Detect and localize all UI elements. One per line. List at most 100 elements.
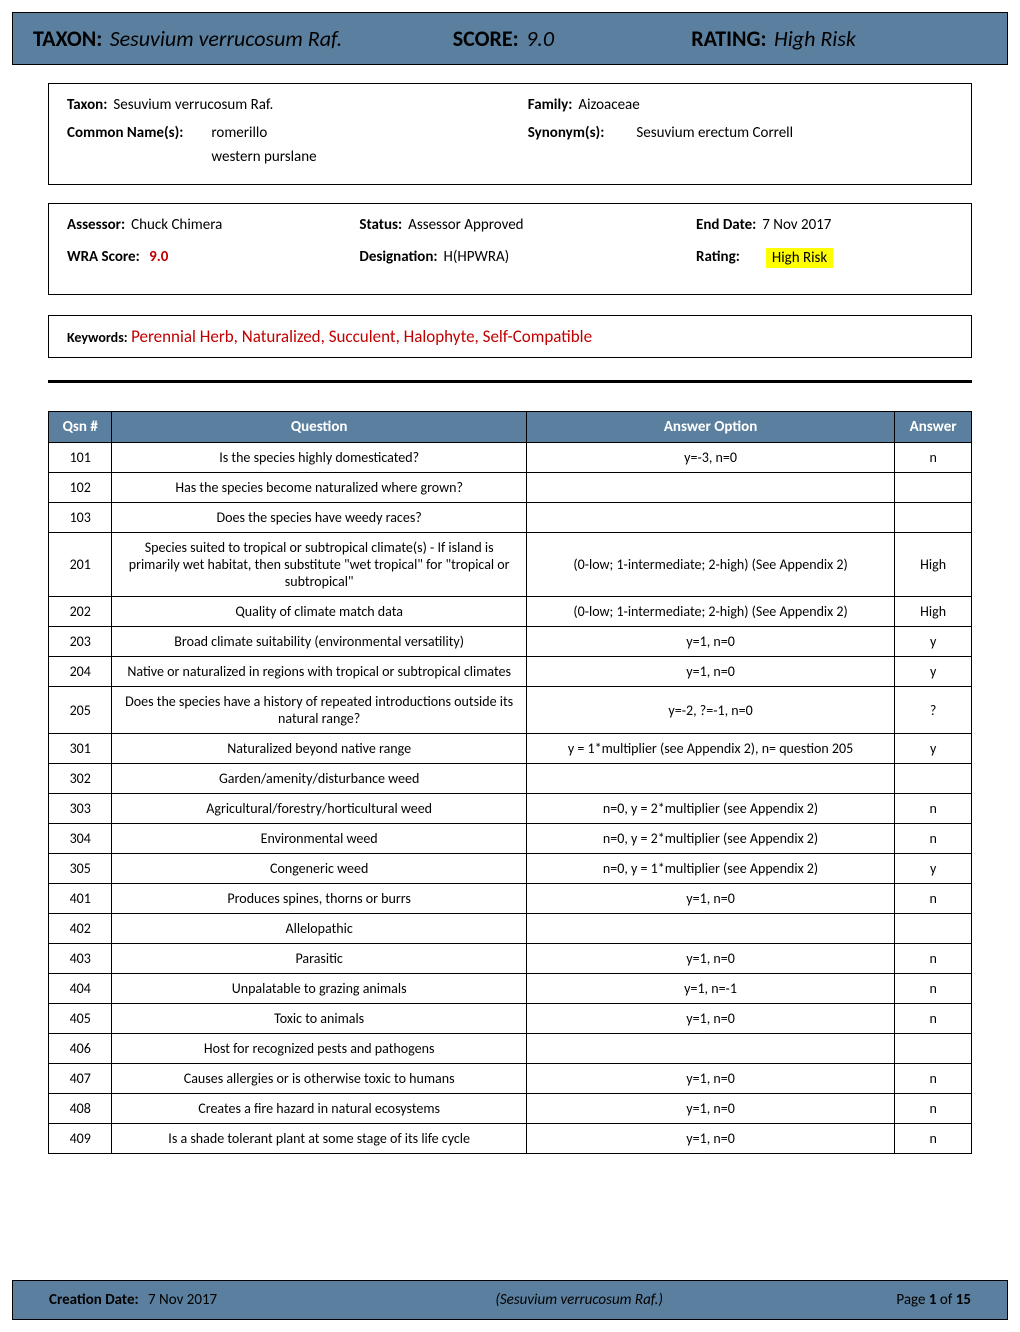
- table-row: 401Produces spines, thorns or burrsy=1, …: [49, 884, 972, 914]
- questions-table-wrap: Qsn # Question Answer Option Answer 101I…: [0, 411, 1020, 1154]
- cell-option: [526, 764, 894, 794]
- cell-qsn: 203: [49, 627, 112, 657]
- footer-page: Page 1 of 15: [740, 1291, 971, 1309]
- cell-answer: y: [895, 734, 972, 764]
- family-value: Aizoaceae: [578, 96, 639, 114]
- table-row: 404Unpalatable to grazing animalsy=1, n=…: [49, 974, 972, 1004]
- table-row: 305Congeneric weedn=0, y = 1*multiplier …: [49, 854, 972, 884]
- cell-option: y=-3, n=0: [526, 443, 894, 473]
- cell-option: (0-low; 1-intermediate; 2-high) (See App…: [526, 597, 894, 627]
- cell-option: y=1, n=0: [526, 1094, 894, 1124]
- end-date-label: End Date:: [696, 216, 756, 234]
- cell-qsn: 305: [49, 854, 112, 884]
- table-row: 103Does the species have weedy races?: [49, 503, 972, 533]
- cell-option: y=1, n=0: [526, 884, 894, 914]
- cell-qsn: 103: [49, 503, 112, 533]
- table-row: 204Native or naturalized in regions with…: [49, 657, 972, 687]
- cell-answer: High: [895, 533, 972, 597]
- footer-creation: Creation Date: 7 Nov 2017: [49, 1291, 418, 1309]
- table-row: 102Has the species become naturalized wh…: [49, 473, 972, 503]
- footer-bar: Creation Date: 7 Nov 2017 (Sesuvium verr…: [12, 1280, 1008, 1320]
- table-row: 205Does the species have a history of re…: [49, 687, 972, 734]
- taxon-info-box: Taxon: Sesuvium verrucosum Raf. Family: …: [48, 83, 972, 185]
- cell-question: Is the species highly domesticated?: [112, 443, 526, 473]
- creation-date-value: 7 Nov 2017: [148, 1291, 217, 1309]
- cell-qsn: 102: [49, 473, 112, 503]
- cell-answer: n: [895, 1064, 972, 1094]
- cell-question: Parasitic: [112, 944, 526, 974]
- cell-question: Garden/amenity/disturbance weed: [112, 764, 526, 794]
- cell-question: Does the species have a history of repea…: [112, 687, 526, 734]
- table-row: 402Allelopathic: [49, 914, 972, 944]
- cell-answer: n: [895, 974, 972, 1004]
- questions-table: Qsn # Question Answer Option Answer 101I…: [48, 411, 972, 1154]
- cell-answer: n: [895, 1094, 972, 1124]
- cell-question: Allelopathic: [112, 914, 526, 944]
- end-date-value: 7 Nov 2017: [762, 216, 831, 234]
- page-num: 1: [929, 1291, 937, 1309]
- cell-question: Host for recognized pests and pathogens: [112, 1034, 526, 1064]
- cell-answer: [895, 503, 972, 533]
- cell-qsn: 409: [49, 1124, 112, 1154]
- cell-answer: [895, 473, 972, 503]
- cell-qsn: 202: [49, 597, 112, 627]
- page-of: of: [940, 1291, 953, 1309]
- cell-answer: ?: [895, 687, 972, 734]
- cell-qsn: 401: [49, 884, 112, 914]
- cell-qsn: 101: [49, 443, 112, 473]
- cell-answer: n: [895, 443, 972, 473]
- cell-answer: y: [895, 854, 972, 884]
- table-row: 304Environmental weedn=0, y = 2*multipli…: [49, 824, 972, 854]
- cell-question: Does the species have weedy races?: [112, 503, 526, 533]
- cell-option: y=1, n=0: [526, 627, 894, 657]
- cell-option: y=1, n=0: [526, 1064, 894, 1094]
- table-row: 403Parasiticy=1, n=0n: [49, 944, 972, 974]
- common-name-list: romerillo western purslane: [211, 124, 316, 172]
- cell-answer: n: [895, 884, 972, 914]
- header-score: SCORE: 9.0: [453, 25, 692, 52]
- cell-option: y=1, n=-1: [526, 974, 894, 1004]
- rating-value: High Risk: [774, 25, 856, 52]
- cell-question: Native or naturalized in regions with tr…: [112, 657, 526, 687]
- col-qsn: Qsn #: [49, 412, 112, 443]
- status-label: Status:: [359, 216, 402, 234]
- cell-option: y = 1*multiplier (see Appendix 2), n= qu…: [526, 734, 894, 764]
- cell-qsn: 204: [49, 657, 112, 687]
- rating-value: High Risk: [766, 248, 833, 268]
- table-row: 405Toxic to animalsy=1, n=0n: [49, 1004, 972, 1034]
- cell-question: Causes allergies or is otherwise toxic t…: [112, 1064, 526, 1094]
- cell-qsn: 304: [49, 824, 112, 854]
- cell-question: Is a shade tolerant plant at some stage …: [112, 1124, 526, 1154]
- cell-answer: [895, 914, 972, 944]
- table-body: 101Is the species highly domesticated?y=…: [49, 443, 972, 1154]
- cell-option: [526, 503, 894, 533]
- cell-qsn: 404: [49, 974, 112, 1004]
- col-question: Question: [112, 412, 526, 443]
- cell-question: Produces spines, thorns or burrs: [112, 884, 526, 914]
- table-row: 201Species suited to tropical or subtrop…: [49, 533, 972, 597]
- designation-value: H(HPWRA): [444, 248, 510, 266]
- taxon-value: Sesuvium verrucosum Raf.: [113, 96, 273, 114]
- cell-option: y=1, n=0: [526, 1004, 894, 1034]
- table-row: 406Host for recognized pests and pathoge…: [49, 1034, 972, 1064]
- rating-label: RATING:: [691, 25, 766, 52]
- cell-question: Naturalized beyond native range: [112, 734, 526, 764]
- rating-label: Rating:: [696, 248, 740, 266]
- table-row: 202Quality of climate match data(0-low; …: [49, 597, 972, 627]
- cell-option: y=-2, ?=-1, n=0: [526, 687, 894, 734]
- status-value: Assessor Approved: [408, 216, 523, 234]
- cell-answer: [895, 764, 972, 794]
- cell-qsn: 301: [49, 734, 112, 764]
- cell-answer: y: [895, 627, 972, 657]
- cell-answer: n: [895, 944, 972, 974]
- page-label: Page: [896, 1291, 925, 1309]
- col-answer-option: Answer Option: [526, 412, 894, 443]
- header-bar: TAXON: Sesuvium verrucosum Raf. SCORE: 9…: [12, 12, 1008, 65]
- footer-title: (Sesuvium verrucosum Raf.): [418, 1291, 741, 1309]
- wra-score-value: 9.0: [149, 248, 168, 266]
- header-taxon: TAXON: Sesuvium verrucosum Raf.: [33, 25, 453, 52]
- cell-qsn: 407: [49, 1064, 112, 1094]
- table-row: 101Is the species highly domesticated?y=…: [49, 443, 972, 473]
- taxon-value: Sesuvium verrucosum Raf.: [110, 25, 343, 52]
- taxon-label: Taxon:: [67, 96, 107, 114]
